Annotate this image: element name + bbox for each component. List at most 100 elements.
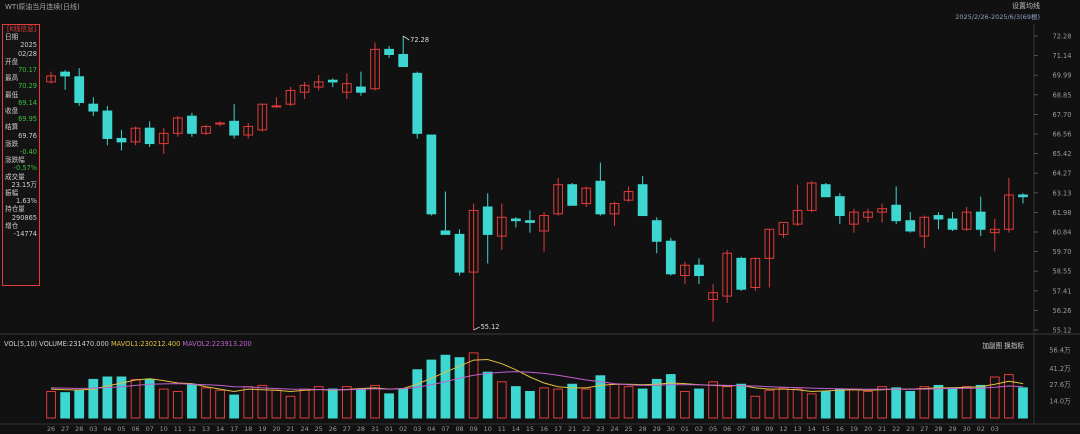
volume-bar [609, 383, 620, 419]
candle-body [863, 211, 873, 218]
candle-body [595, 180, 606, 215]
info-header: [K线信息] [7, 25, 37, 33]
y-tick-label: 59.70 [1053, 248, 1072, 256]
volume-bar [834, 388, 845, 419]
volume-bar [426, 359, 437, 419]
x-tick-label: 07 [146, 425, 154, 433]
x-tick-label: 19 [850, 425, 858, 433]
info-close: 69.95 [18, 115, 37, 124]
volume-bar [327, 388, 338, 419]
x-tick-label: 11 [498, 425, 506, 433]
x-tick-label: 28 [639, 425, 647, 433]
info-oidiff-label: 增仓 [5, 221, 19, 230]
x-tick-label: 15 [526, 425, 534, 433]
x-tick-label: 25 [624, 425, 632, 433]
candle-body [215, 122, 225, 125]
volume-bar [341, 386, 352, 419]
candle-body [426, 134, 437, 215]
x-tick-label: 13 [794, 425, 802, 433]
kline-info-panel: [K线信息] 日期 2025 02/28 开盘 70.17 最高 70.29 最… [2, 24, 40, 286]
y-tick-label: 68.85 [1053, 91, 1072, 99]
vol-tick-label: 41.2万 [1049, 365, 1071, 373]
candle-body [412, 72, 423, 134]
y-tick-label: 57.41 [1053, 287, 1072, 295]
volume-bar [215, 389, 225, 419]
candle-body [384, 48, 394, 56]
info-oi-label: 持仓量 [5, 205, 25, 214]
info-low: 69.14 [18, 98, 37, 107]
candle-body [736, 257, 747, 290]
add-indicator-button[interactable]: 加副图 换指标 [982, 342, 1024, 350]
mavol2-line [50, 371, 1024, 391]
volume-bar [158, 388, 169, 419]
x-tick-label: 21 [568, 425, 576, 433]
volume-bar [567, 383, 578, 419]
info-oi: 290865 [11, 213, 37, 222]
info-date-label: 日期 [5, 33, 19, 42]
volume-bar [694, 388, 704, 419]
volume-bar [806, 393, 817, 419]
volume-bar [919, 386, 930, 419]
volume-bar [891, 387, 902, 419]
annotation-arrow [473, 326, 480, 331]
info-date-md: 02/28 [17, 49, 37, 58]
y-tick-label: 72.28 [1053, 33, 1072, 41]
candle-body [313, 81, 324, 88]
info-open-label: 开盘 [5, 57, 19, 66]
candle-body [46, 75, 56, 83]
volume-bar [313, 386, 324, 419]
volume-bar [680, 390, 690, 419]
info-high: 70.29 [18, 82, 37, 91]
x-tick-label: 19 [258, 425, 266, 433]
candle-body [820, 184, 831, 198]
info-pct: -0.57% [13, 164, 37, 173]
candle-body [440, 230, 451, 235]
x-tick-label: 14 [512, 425, 520, 433]
x-tick-label: 06 [723, 425, 731, 433]
x-tick-label: 02 [399, 425, 407, 433]
candle-body [398, 54, 409, 67]
volume-bar [229, 394, 240, 419]
candle-body [877, 208, 887, 213]
x-tick-label: 26 [47, 425, 55, 433]
candle-body [891, 204, 902, 222]
volume-bar [849, 388, 859, 419]
volume-bar [665, 374, 676, 419]
volume-bar [637, 388, 648, 419]
candle-body [581, 187, 592, 205]
info-settle-label: 结算 [5, 123, 19, 132]
candle-body [525, 220, 535, 223]
x-tick-label: 02 [695, 425, 703, 433]
info-vol: 23.15万 [11, 180, 37, 189]
info-date-year: 2025 [20, 41, 37, 50]
x-tick-label: 01 [385, 425, 393, 433]
x-tick-label: 01 [681, 425, 689, 433]
candle-body [356, 86, 366, 93]
x-tick-label: 21 [286, 425, 294, 433]
x-tick-label: 16 [836, 425, 844, 433]
x-tick-label: 27 [61, 425, 69, 433]
mavol2-label: MAVOL2:223913.200 [182, 340, 252, 348]
volume-bar [750, 395, 761, 419]
x-tick-label: 22 [892, 425, 900, 433]
x-tick-label: 08 [455, 425, 463, 433]
info-amp-label: 振幅 [5, 189, 19, 198]
volume-bar [398, 388, 409, 419]
candle-body [834, 196, 845, 217]
volume-bar [595, 375, 606, 419]
info-oidiff: -14774 [13, 230, 37, 239]
candle-body [806, 182, 817, 211]
candle-body [680, 264, 690, 277]
candle-body [905, 220, 916, 232]
x-tick-label: 25 [315, 425, 323, 433]
volume-bar [172, 390, 183, 419]
volume-bar [778, 387, 789, 419]
candle-body [285, 89, 296, 105]
settings-button[interactable]: 设置均线 [1012, 2, 1040, 10]
volume-bar [511, 386, 521, 419]
date-range-label[interactable]: 2025/2/26-2025/6/3(69根) [955, 13, 1040, 21]
x-tick-label: 14 [808, 425, 816, 433]
vol-tick-label: 27.6万 [1049, 381, 1071, 389]
x-tick-label: 04 [103, 425, 111, 433]
candle-body [341, 83, 352, 93]
